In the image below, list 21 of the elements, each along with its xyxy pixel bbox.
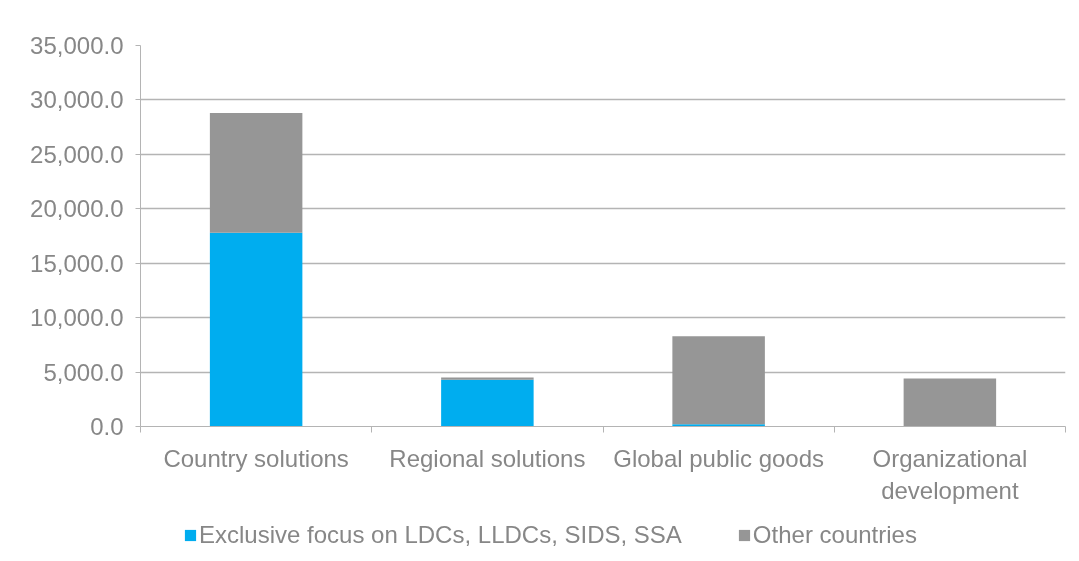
legend-label: Other countries [752,521,917,549]
bar [441,379,534,427]
bar [441,377,534,380]
x-tick-label: Organizational development [872,444,1028,504]
x-tick-label: Country solutions [163,444,349,472]
y-tick-label: 30,000.0 [30,86,124,114]
bar [672,336,765,425]
bar [672,424,765,427]
bar [209,112,303,233]
y-tick-label: 5,000.0 [43,358,124,386]
x-tick-label: Global public goods [613,444,825,472]
x-tick-label: Regional solutions [389,444,586,472]
y-tick-label: 35,000.0 [30,32,124,59]
y-tick-label: 25,000.0 [30,140,124,168]
legend-label: Exclusive focus on LDCs, LLDCs, SIDS, SSA [199,521,682,549]
bar [209,232,303,427]
y-tick-label: 15,000.0 [30,249,124,277]
y-tick-label: 10,000.0 [30,304,124,332]
y-tick-label: 0.0 [90,413,124,440]
bar [903,378,997,427]
y-tick-label: 20,000.0 [30,195,124,223]
